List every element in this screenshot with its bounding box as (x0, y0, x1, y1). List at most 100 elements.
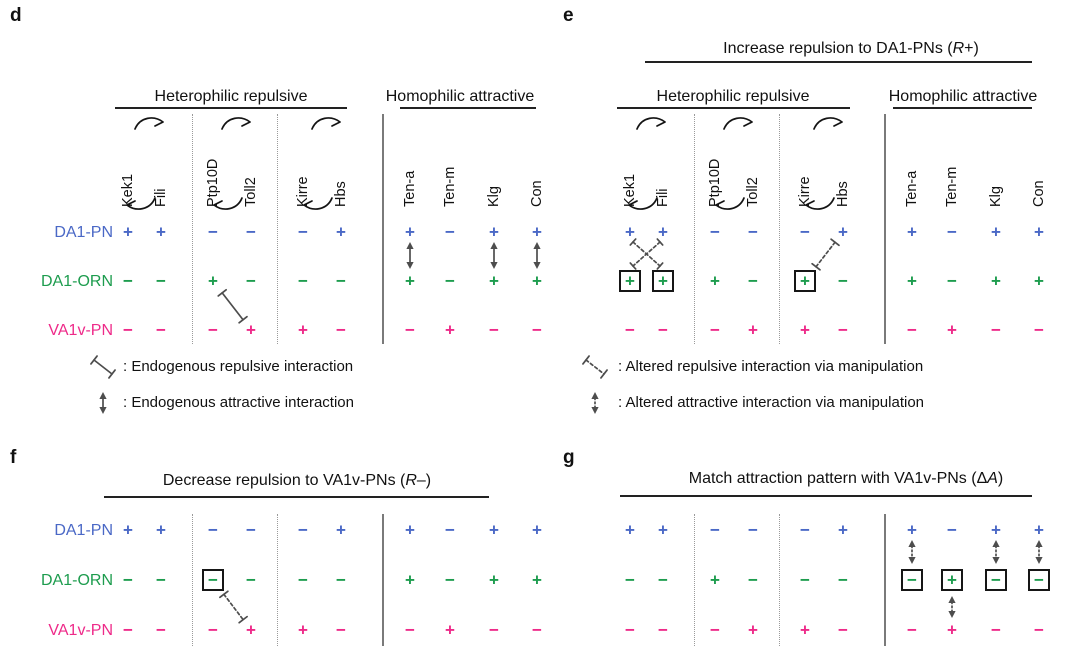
panel-e-title: Increase repulsion to DA1-PNs (R+) (723, 39, 979, 58)
cell-sign: + (298, 620, 308, 640)
cell-sign: − (405, 320, 415, 340)
interaction-overlay (629, 238, 840, 271)
cell-sign: + (156, 520, 166, 540)
cell-sign: + (947, 620, 957, 640)
row-label-da1-pn: DA1-PN (54, 224, 113, 241)
cell-sign: − (625, 620, 635, 640)
header-underline (893, 107, 1032, 109)
manipulated-cell-box (901, 569, 923, 591)
title-text-italic: A (987, 470, 998, 487)
cell-sign: + (246, 620, 256, 640)
panel-letter-d: d (10, 5, 22, 26)
cell-sign: + (489, 570, 499, 590)
panel-letter-g: g (563, 447, 575, 468)
title-text-after: +) (964, 40, 979, 57)
cell-sign: − (123, 620, 133, 640)
cell-sign: + (532, 271, 542, 291)
cell-sign: − (298, 570, 308, 590)
row-label-va1v-pn: VA1v-PN (48, 622, 113, 639)
panel-letter-f: f (10, 447, 17, 468)
cell-sign: − (838, 620, 848, 640)
cell-sign: − (838, 570, 848, 590)
cell-sign: + (625, 520, 635, 540)
column-divider (694, 514, 695, 646)
title-text-before: Increase repulsion to DA1-PNs ( (723, 40, 953, 57)
cell-sign: − (710, 320, 720, 340)
cell-sign: + (1034, 271, 1044, 291)
cell-sign: + (907, 520, 917, 540)
cell-sign: + (838, 222, 848, 242)
cell-sign: − (156, 271, 166, 291)
cell-sign: + (489, 271, 499, 291)
cell-sign: − (532, 620, 542, 640)
cell-sign: − (298, 222, 308, 242)
title-underline (104, 496, 489, 498)
cell-sign: − (489, 320, 499, 340)
cell-sign: − (800, 222, 810, 242)
manipulated-cell-box (1028, 569, 1050, 591)
cell-sign: + (445, 620, 455, 640)
cell-sign: − (907, 570, 917, 590)
panel-g-title: Match attraction pattern with VA1v-PNs (… (689, 469, 1004, 488)
cell-sign: + (489, 222, 499, 242)
title-text-italic: R (952, 40, 965, 57)
pair-interaction-arc (715, 197, 745, 210)
cell-sign: + (405, 222, 415, 242)
cell-sign: − (208, 570, 218, 590)
cell-sign: − (156, 320, 166, 340)
cell-sign: + (405, 271, 415, 291)
manipulated-cell-box (941, 569, 963, 591)
column-divider (382, 114, 384, 344)
manipulated-cell-box (619, 270, 641, 292)
cell-sign: + (710, 271, 720, 291)
cell-sign: − (445, 570, 455, 590)
manipulated-cell-box (985, 569, 1007, 591)
panel-d: d Heterophilic repulsive Homophilic attrac… (0, 0, 545, 440)
title-text-after: ) (997, 470, 1004, 487)
cell-sign: + (991, 222, 1001, 242)
interaction-overlay (219, 590, 248, 624)
column-divider (779, 514, 780, 646)
cell-sign: − (298, 271, 308, 291)
pair-interaction-arc (311, 117, 341, 130)
legend-text: : Endogenous attractive interaction (123, 394, 354, 411)
cell-sign: + (246, 320, 256, 340)
cell-sign: − (907, 620, 917, 640)
cell-sign: − (625, 570, 635, 590)
column-divider (192, 514, 193, 646)
cell-sign: − (800, 570, 810, 590)
cell-sign: − (710, 620, 720, 640)
cell-sign: − (907, 320, 917, 340)
cell-sign: − (208, 320, 218, 340)
cell-sign: − (991, 570, 1001, 590)
pair-interaction-arc (213, 197, 243, 210)
cell-sign: − (336, 271, 346, 291)
cell-sign: − (246, 520, 256, 540)
cell-sign: + (405, 570, 415, 590)
pair-interaction-arc (627, 197, 658, 210)
cell-sign: − (838, 320, 848, 340)
cell-sign: + (532, 520, 542, 540)
title-text-after: –) (416, 472, 432, 489)
pair-interaction-arc (723, 117, 753, 130)
column-divider (884, 514, 886, 646)
cell-sign: − (336, 570, 346, 590)
cell-sign: − (947, 271, 957, 291)
legend-text: : Endogenous repulsive interaction (123, 358, 354, 375)
panel-f-title: Decrease repulsion to VA1v-PNs (R–) (163, 471, 431, 490)
cell-sign: + (208, 271, 218, 291)
column-divider (694, 114, 695, 344)
cell-sign: + (658, 520, 668, 540)
cell-sign: − (710, 520, 720, 540)
cell-sign: − (156, 620, 166, 640)
cell-sign: − (625, 320, 635, 340)
cell-sign: − (532, 320, 542, 340)
cell-sign: + (625, 271, 635, 291)
legend-text: : Altered attractive interaction via man… (618, 394, 924, 411)
cell-sign: − (489, 620, 499, 640)
cell-sign: + (405, 520, 415, 540)
cell-sign: + (800, 320, 810, 340)
cell-sign: + (710, 570, 720, 590)
column-divider (192, 114, 193, 344)
cell-sign: + (748, 620, 758, 640)
